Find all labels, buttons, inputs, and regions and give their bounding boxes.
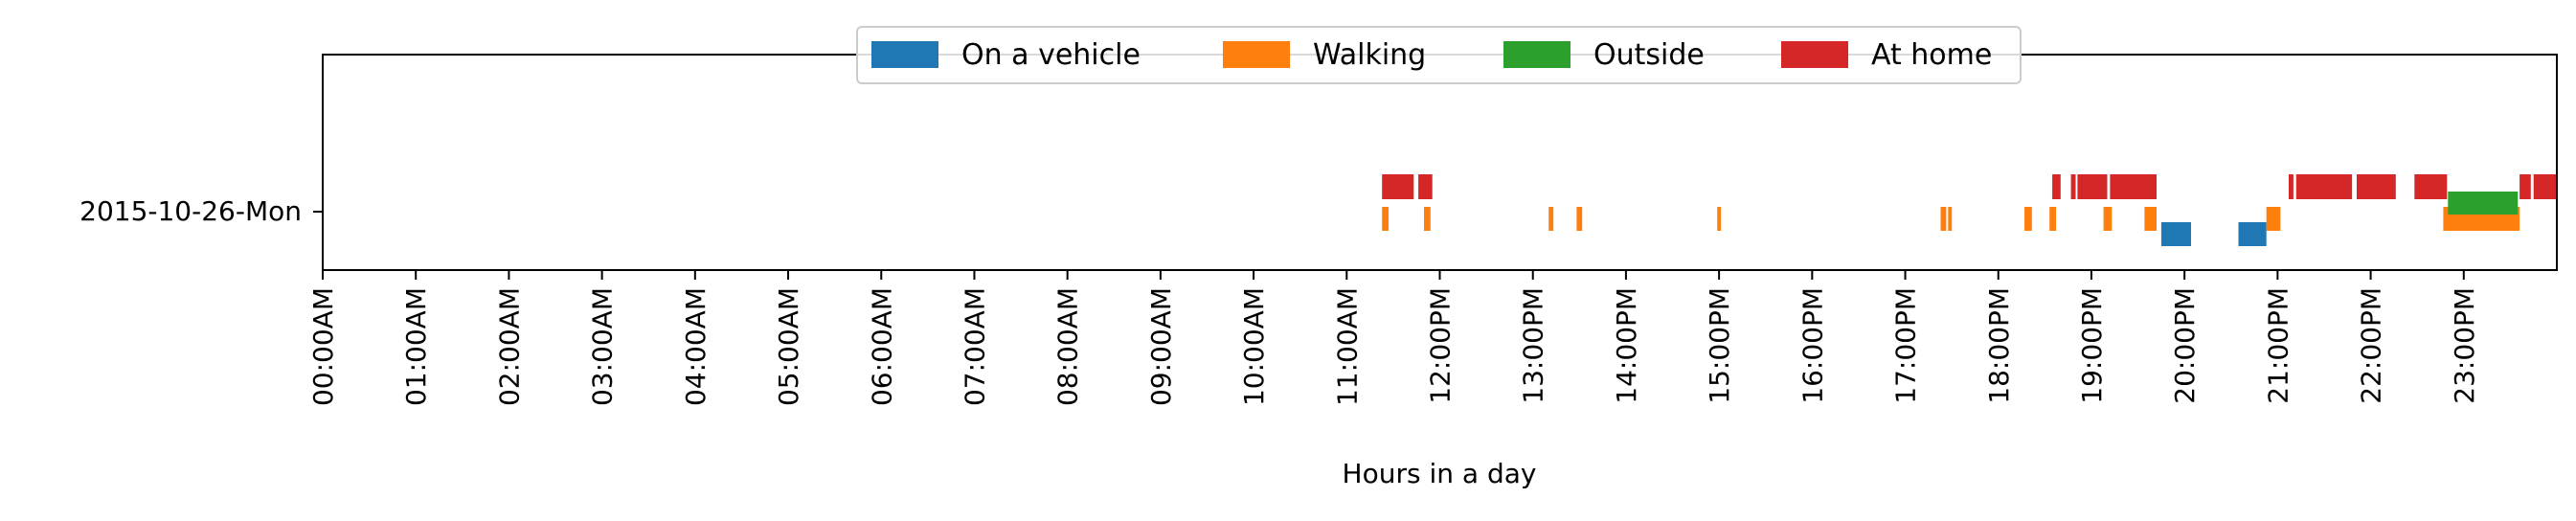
x-tick-label: 11:00AM <box>1331 287 1363 406</box>
bar-at-home-8 <box>2357 174 2396 199</box>
legend-label: Outside <box>1593 38 1705 72</box>
x-tick-label: 09:00AM <box>1145 287 1177 406</box>
legend: On a vehicle Walking Outside At home <box>856 26 2022 84</box>
x-tick-label: 03:00AM <box>587 287 619 406</box>
bar-at-home-3 <box>2070 174 2076 199</box>
bar-walking-1 <box>1424 207 1431 231</box>
x-tick-label: 00:00AM <box>307 287 339 406</box>
legend-label: Walking <box>1313 38 1426 72</box>
x-tick-label: 15:00PM <box>1704 287 1735 404</box>
legend-swatch <box>1223 41 1290 68</box>
legend-box <box>856 26 2022 84</box>
legend-swatch <box>1781 41 1848 68</box>
legend-swatch <box>1503 41 1570 68</box>
bar-walking-2 <box>1548 207 1554 231</box>
bar-at-home-0 <box>1382 174 1414 199</box>
x-tick-label: 02:00AM <box>493 287 525 406</box>
bar-walking-6 <box>1948 207 1953 231</box>
bar-walking-4 <box>1717 207 1722 231</box>
x-tick-label: 21:00PM <box>2262 287 2294 404</box>
x-tick-label: 19:00PM <box>2076 287 2108 404</box>
x-tick-label: 18:00PM <box>1983 287 2015 404</box>
x-tick-label: 14:00PM <box>1611 287 1642 404</box>
bar-walking-11 <box>2266 207 2281 231</box>
bar-at-home-1 <box>1418 174 1433 199</box>
bar-on-a-vehicle-0 <box>2160 222 2191 246</box>
bar-at-home-7 <box>2295 174 2353 199</box>
x-tick-label: 12:00PM <box>1425 287 1457 404</box>
bar-walking-10 <box>2144 207 2157 231</box>
x-tick-label: 06:00AM <box>866 287 897 406</box>
x-tick-label: 10:00AM <box>1238 287 1270 406</box>
x-axis: 00:00AM 01:00AM 02:00AM 03:00AM 04:00AM 05:00… <box>307 270 2480 406</box>
x-tick-label: 08:00AM <box>1052 287 1084 406</box>
bars-layer <box>1382 174 2557 246</box>
x-tick-label: 23:00PM <box>2449 287 2480 404</box>
x-tick-label: 05:00AM <box>773 287 804 406</box>
bar-walking-3 <box>1576 207 1583 231</box>
x-tick-label: 16:00PM <box>1796 287 1828 404</box>
legend-label: At home <box>1871 38 1992 72</box>
bar-at-home-6 <box>2289 174 2294 199</box>
legend-swatch <box>871 41 938 68</box>
x-tick-label: 20:00PM <box>2169 287 2201 404</box>
bar-on-a-vehicle-1 <box>2238 222 2267 246</box>
x-tick-label: 17:00PM <box>1890 287 1922 404</box>
x-tick-label: 13:00PM <box>1518 287 1549 404</box>
y-tick-label: 2015-10-26-Mon <box>79 195 302 227</box>
y-axis: 2015-10-26-Mon <box>79 195 323 227</box>
bar-outside-0 <box>2448 192 2519 215</box>
plot-frame <box>322 54 2558 271</box>
bar-at-home-10 <box>2520 174 2531 199</box>
bar-at-home-9 <box>2414 174 2448 199</box>
legend-label: On a vehicle <box>961 38 1141 72</box>
bar-at-home-2 <box>2052 174 2061 199</box>
bar-at-home-11 <box>2533 174 2557 199</box>
x-tick-label: 04:00AM <box>680 287 712 406</box>
bar-at-home-4 <box>2077 174 2108 199</box>
x-tick-label: 07:00AM <box>960 287 991 406</box>
bar-at-home-5 <box>2110 174 2157 199</box>
x-tick-label: 01:00AM <box>400 287 432 406</box>
bar-walking-0 <box>1382 207 1389 231</box>
x-tick-label: 22:00PM <box>2356 287 2387 404</box>
x-axis-title: Hours in a day <box>1343 458 1537 489</box>
bar-walking-9 <box>2103 207 2113 231</box>
bar-walking-7 <box>2024 207 2032 231</box>
bar-walking-8 <box>2049 207 2056 231</box>
bar-walking-5 <box>1940 207 1947 231</box>
